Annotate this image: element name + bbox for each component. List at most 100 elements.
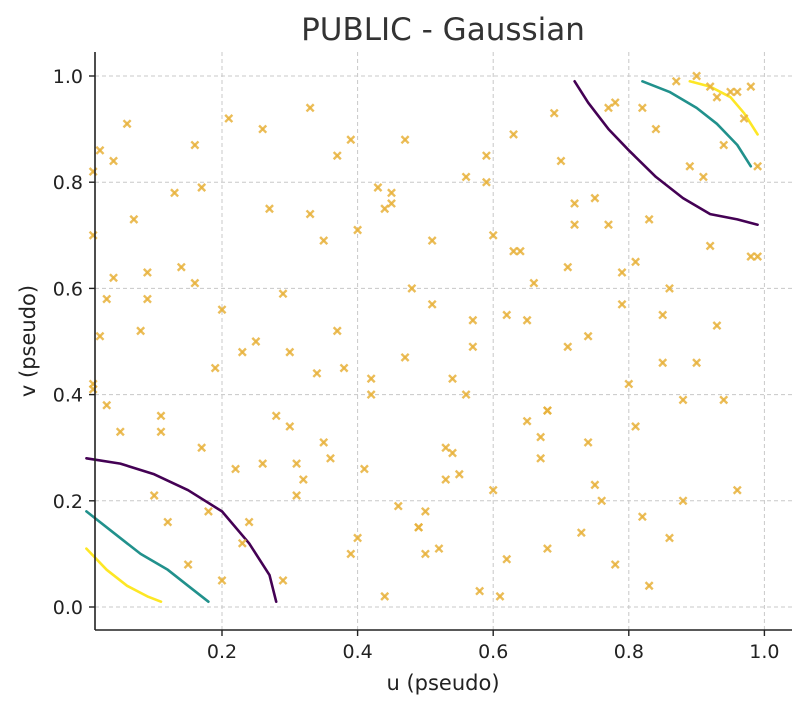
x-tick-label: 1.0 xyxy=(749,641,779,663)
scatter-point xyxy=(197,443,207,453)
scatter-point xyxy=(570,198,580,208)
scatter-point xyxy=(400,352,410,362)
scatter-point xyxy=(563,342,573,352)
scatter-point xyxy=(515,246,525,256)
scatter-point xyxy=(597,496,607,506)
scatter-point xyxy=(427,236,437,246)
scatter-point xyxy=(753,161,763,171)
scatter-point xyxy=(237,347,247,357)
scatter-point xyxy=(509,129,518,139)
scatter-point xyxy=(156,411,166,421)
scatter-point xyxy=(217,305,227,315)
scatter-point xyxy=(265,204,274,214)
scatter-point xyxy=(637,103,647,113)
scatter-point xyxy=(665,533,674,543)
scatter-point xyxy=(712,92,722,102)
scatter-point xyxy=(475,586,485,596)
scatter-point xyxy=(190,278,200,288)
scatter-point xyxy=(692,358,702,368)
scatter-point xyxy=(319,236,329,246)
scatter-point xyxy=(339,363,349,373)
scatter-point xyxy=(312,368,322,378)
scatter-point xyxy=(156,427,166,437)
x-tick-label: 0.6 xyxy=(478,641,508,663)
y-tick-label: 0.0 xyxy=(53,597,83,619)
scatter-point xyxy=(441,443,451,453)
scatter-point xyxy=(136,326,146,336)
scatter-point xyxy=(590,193,600,203)
scatter-point xyxy=(529,278,539,288)
scatter-point xyxy=(427,299,437,309)
scatter-point xyxy=(563,262,573,272)
scatter-point xyxy=(441,475,451,485)
scatter-point xyxy=(678,395,688,405)
scatter-point xyxy=(719,395,729,405)
contour-line xyxy=(641,80,753,168)
scatter-point xyxy=(746,252,756,261)
scatter-point xyxy=(190,140,200,150)
scatter-point xyxy=(258,124,268,134)
scatter-point xyxy=(651,124,661,134)
scatter-point xyxy=(448,374,457,384)
scatter-point xyxy=(414,522,424,532)
scatter-point xyxy=(678,496,688,506)
x-tick-label: 0.2 xyxy=(207,641,237,663)
scatter-point xyxy=(326,453,335,463)
scatter-point xyxy=(739,114,749,123)
y-tick-label: 0.4 xyxy=(53,385,83,407)
scatter-point xyxy=(448,448,457,458)
scatter-point xyxy=(665,283,674,293)
scatter-point xyxy=(407,283,417,293)
scatter-point xyxy=(658,310,668,320)
scatter-point xyxy=(509,246,518,256)
scatter-point xyxy=(285,347,295,357)
scatter-point xyxy=(366,390,376,400)
scatter-point xyxy=(346,549,356,559)
chart-title: PUBLIC - Gaussian xyxy=(301,12,585,48)
scatter-point xyxy=(732,87,742,97)
scatter-point xyxy=(631,257,641,267)
scatter-point xyxy=(468,342,478,352)
scatter-point xyxy=(95,331,105,341)
scatter-point xyxy=(210,363,220,373)
scatter-point xyxy=(712,321,722,331)
scatter-point xyxy=(95,145,105,155)
scatter-point xyxy=(502,310,512,320)
scatter-point xyxy=(244,517,254,527)
scatter-point xyxy=(610,98,620,107)
scatter-point xyxy=(380,591,390,601)
scatter-point xyxy=(203,506,213,516)
ticks: 0.2 0.4 0.6 0.8 1.0 0.0 0.2 0.4 0.6 0.8 1.0 xyxy=(53,66,780,663)
scatter-point xyxy=(122,119,132,129)
scatter-point xyxy=(353,533,363,543)
scatter-point xyxy=(583,331,593,341)
y-tick-label: 1.0 xyxy=(53,66,83,88)
scatter-point xyxy=(305,103,315,113)
y-tick-label: 0.6 xyxy=(53,278,83,300)
scatter-point xyxy=(142,268,152,277)
scatter-point xyxy=(319,437,329,447)
scatter-point xyxy=(576,528,586,538)
scatter-point xyxy=(495,591,505,601)
scatter-point xyxy=(522,315,532,325)
contour-line xyxy=(85,457,278,603)
scatter-point xyxy=(292,491,302,500)
scatter-point xyxy=(542,544,552,554)
y-axis-label: v (pseudo) xyxy=(16,285,40,397)
scatter-point xyxy=(271,411,281,421)
scatter-point xyxy=(590,480,600,490)
scatter-point xyxy=(617,299,627,309)
scatter-point xyxy=(197,183,207,192)
contour-lines xyxy=(85,80,759,603)
scatter-point xyxy=(149,491,159,500)
scatter-point xyxy=(298,475,308,485)
scatter-point xyxy=(129,214,139,224)
scatter-point xyxy=(583,437,593,447)
scatter-point xyxy=(359,464,369,474)
scatter-point xyxy=(420,506,430,516)
scatter-point xyxy=(258,459,268,469)
scatter-point xyxy=(671,76,681,86)
contour-line xyxy=(85,510,210,603)
scatter-point xyxy=(536,453,546,463)
scatter-point xyxy=(502,554,512,564)
